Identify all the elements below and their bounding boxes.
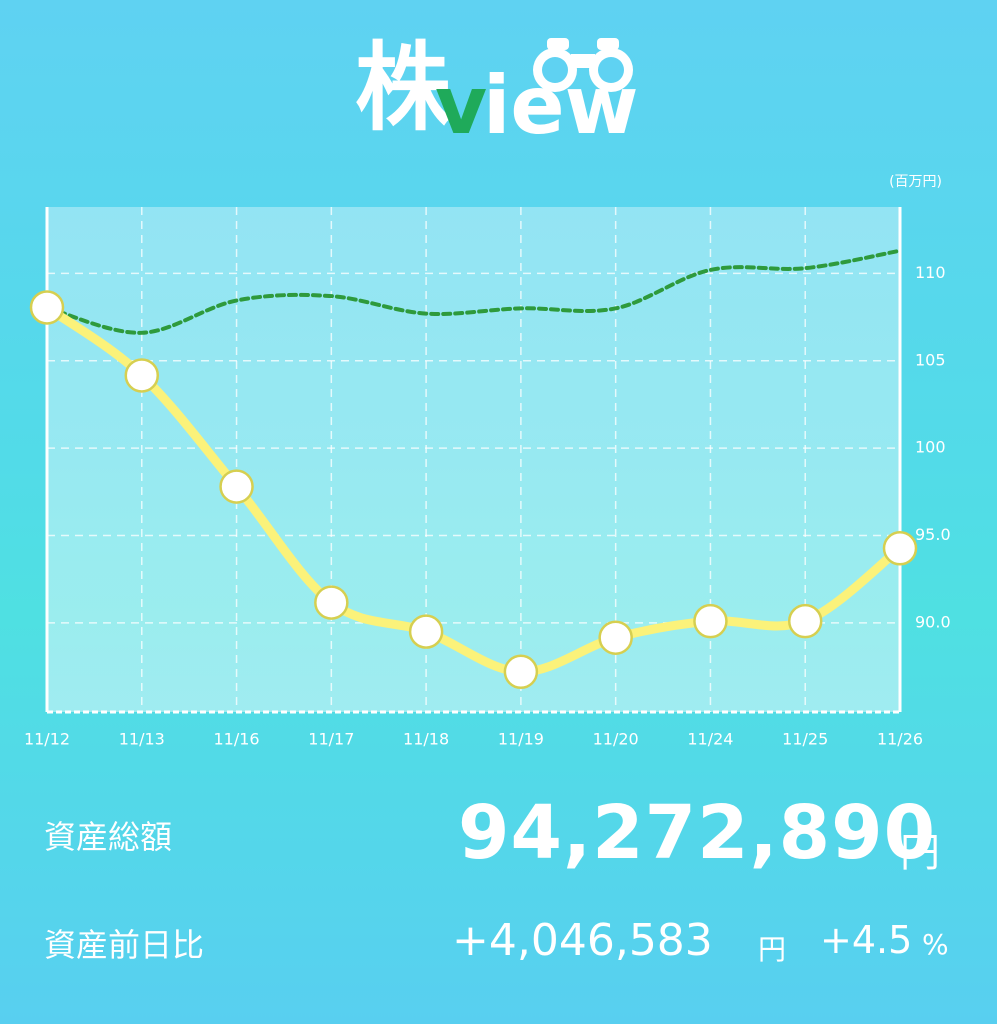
x-tick-label: 11/12 xyxy=(24,730,70,749)
data-point xyxy=(219,469,254,504)
data-point xyxy=(787,603,823,639)
logo: 株 v iew xyxy=(355,28,655,158)
total-label: 資産総額 xyxy=(44,818,173,856)
plot-area xyxy=(47,207,900,712)
binoculars-icon xyxy=(533,38,633,92)
x-tick-label: 11/16 xyxy=(214,730,260,749)
change-value: +4,046,583 xyxy=(452,915,713,966)
x-tick-label: 11/13 xyxy=(119,730,165,749)
x-tick-label: 11/19 xyxy=(498,730,544,749)
change-unit: 円 xyxy=(758,933,787,966)
x-tick-label: 11/20 xyxy=(593,730,639,749)
x-tick-label: 11/17 xyxy=(308,730,354,749)
series-line xyxy=(45,248,902,335)
unit-label: (百万円) xyxy=(889,174,942,190)
y-tick-label: 105 xyxy=(915,350,946,369)
change-label: 資産前日比 xyxy=(44,926,205,964)
y-tick-label: 90.0 xyxy=(915,612,951,631)
logo-kanji: 株 xyxy=(355,32,451,144)
data-point xyxy=(408,614,444,649)
change-pct-unit: % xyxy=(922,928,949,961)
change-pct: +4.5 xyxy=(820,918,913,962)
total-unit: 円 xyxy=(900,830,940,876)
series-line xyxy=(42,302,905,677)
data-point xyxy=(314,585,349,620)
data-point xyxy=(503,654,539,690)
data-point xyxy=(29,290,65,325)
data-point xyxy=(882,531,918,566)
chart: (百万円) 90.0 95.0 100 105 110 11/12 11/13 11/16 11… xyxy=(24,174,951,749)
x-tick-label: 11/18 xyxy=(403,730,449,749)
logo-v: v xyxy=(435,59,488,152)
x-tick-label: 11/26 xyxy=(877,730,923,749)
y-tick-label: 110 xyxy=(915,263,946,282)
data-point xyxy=(693,603,728,639)
x-tick-label: 11/25 xyxy=(782,730,828,749)
x-tick-label: 11/24 xyxy=(687,730,733,749)
total-value: 94,272,890 xyxy=(458,790,937,876)
y-tick-label: 95.0 xyxy=(915,525,951,544)
y-tick-label: 100 xyxy=(915,438,946,457)
data-point xyxy=(124,358,160,393)
data-point xyxy=(598,620,633,655)
